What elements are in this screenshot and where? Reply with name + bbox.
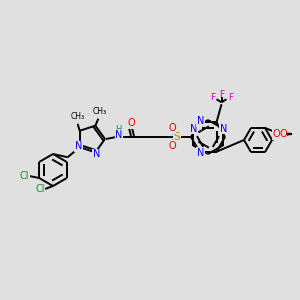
Text: O: O xyxy=(168,141,176,151)
Text: O: O xyxy=(127,118,135,128)
Text: N: N xyxy=(190,124,197,134)
Text: CH₃: CH₃ xyxy=(92,107,106,116)
Text: O: O xyxy=(279,129,287,139)
Text: CH₃: CH₃ xyxy=(70,112,85,121)
Text: H: H xyxy=(115,124,121,134)
Text: N: N xyxy=(75,141,82,151)
Text: F: F xyxy=(210,93,215,102)
Text: O: O xyxy=(272,129,280,139)
Text: N: N xyxy=(197,148,204,158)
Text: O: O xyxy=(168,123,176,133)
Text: N: N xyxy=(197,116,204,126)
Text: S: S xyxy=(174,132,180,142)
Text: F: F xyxy=(219,90,224,99)
Text: Cl: Cl xyxy=(20,171,29,181)
Text: N: N xyxy=(93,149,100,159)
Text: Cl: Cl xyxy=(35,184,45,194)
Text: N: N xyxy=(220,124,227,134)
Text: N: N xyxy=(115,130,123,140)
Text: F: F xyxy=(228,93,233,102)
